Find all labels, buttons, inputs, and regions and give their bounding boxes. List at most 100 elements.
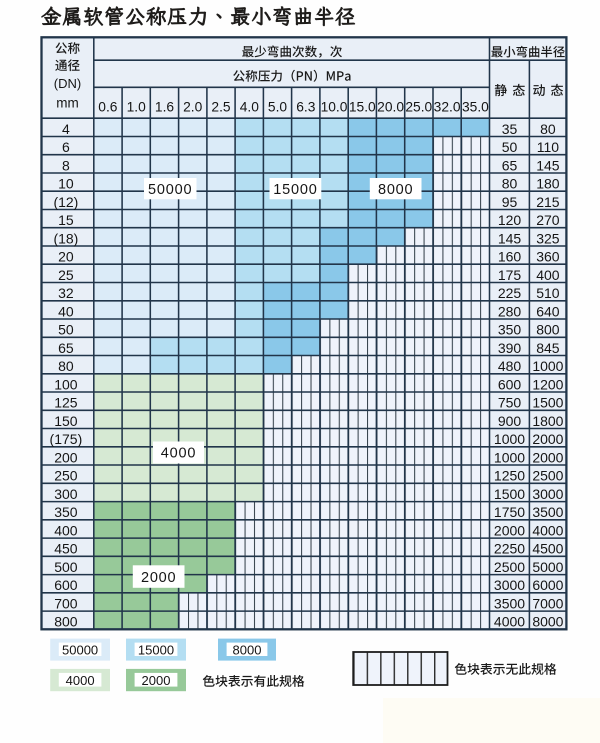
svg-text:35: 35 — [502, 121, 518, 137]
svg-text:15: 15 — [58, 212, 74, 228]
svg-text:50000: 50000 — [148, 182, 192, 198]
svg-text:1000: 1000 — [494, 449, 525, 465]
svg-text:20.0: 20.0 — [377, 100, 404, 115]
svg-text:3500: 3500 — [532, 504, 563, 520]
svg-text:360: 360 — [536, 249, 560, 265]
svg-text:150: 150 — [54, 413, 78, 429]
svg-text:225: 225 — [498, 285, 522, 301]
svg-text:80: 80 — [502, 176, 518, 192]
svg-text:325: 325 — [536, 230, 560, 246]
svg-text:4500: 4500 — [532, 541, 563, 557]
svg-text:250: 250 — [54, 468, 78, 484]
svg-text:110: 110 — [537, 139, 560, 155]
svg-text:1500: 1500 — [494, 486, 525, 502]
svg-text:6: 6 — [62, 139, 70, 155]
svg-text:2500: 2500 — [494, 559, 525, 575]
svg-text:2.5: 2.5 — [211, 100, 231, 115]
svg-text:10: 10 — [58, 176, 74, 192]
svg-text:4000: 4000 — [161, 446, 196, 462]
svg-text:50: 50 — [58, 322, 74, 338]
svg-text:7000: 7000 — [532, 596, 563, 612]
svg-text:1750: 1750 — [494, 504, 525, 520]
svg-text:50000: 50000 — [62, 642, 98, 657]
svg-text:3500: 3500 — [494, 596, 525, 612]
svg-text:25.0: 25.0 — [405, 100, 432, 115]
svg-text:180: 180 — [536, 176, 560, 192]
svg-text:8000: 8000 — [532, 614, 563, 630]
svg-text:95: 95 — [502, 194, 518, 210]
svg-text:6.3: 6.3 — [296, 100, 316, 115]
svg-text:270: 270 — [536, 212, 560, 228]
svg-text:10.0: 10.0 — [321, 100, 348, 115]
svg-text:8: 8 — [62, 157, 70, 173]
svg-text:510: 510 — [536, 285, 560, 301]
svg-text:50: 50 — [502, 139, 518, 155]
svg-text:5000: 5000 — [532, 559, 563, 575]
svg-text:700: 700 — [54, 596, 78, 612]
svg-text:mm: mm — [56, 96, 79, 111]
svg-text:6000: 6000 — [532, 577, 563, 593]
svg-text:750: 750 — [498, 395, 522, 411]
svg-text:120: 120 — [498, 212, 522, 228]
svg-text:1800: 1800 — [532, 413, 563, 429]
svg-text:280: 280 — [498, 303, 522, 319]
svg-text:(DN): (DN) — [54, 76, 81, 91]
svg-text:600: 600 — [54, 577, 78, 593]
svg-text:145: 145 — [536, 157, 560, 173]
svg-text:2000: 2000 — [532, 449, 563, 465]
svg-text:900: 900 — [498, 413, 522, 429]
svg-text:32.0: 32.0 — [434, 100, 461, 115]
svg-text:390: 390 — [498, 340, 522, 356]
svg-text:15.0: 15.0 — [349, 100, 376, 115]
svg-text:2500: 2500 — [532, 468, 563, 484]
svg-text:145: 145 — [498, 230, 522, 246]
svg-text:350: 350 — [498, 322, 522, 338]
svg-text:(175): (175) — [50, 431, 83, 447]
svg-text:1000: 1000 — [532, 358, 563, 374]
svg-text:2.0: 2.0 — [183, 100, 203, 115]
svg-text:35.0: 35.0 — [462, 100, 489, 115]
svg-text:1500: 1500 — [532, 395, 563, 411]
svg-text:80: 80 — [58, 358, 74, 374]
svg-text:2250: 2250 — [494, 541, 525, 557]
svg-text:3000: 3000 — [532, 486, 563, 502]
svg-text:65: 65 — [502, 157, 518, 173]
svg-text:1.6: 1.6 — [155, 100, 175, 115]
svg-text:15000: 15000 — [138, 642, 174, 657]
svg-text:400: 400 — [536, 267, 560, 283]
svg-text:640: 640 — [536, 303, 560, 319]
svg-text:3000: 3000 — [494, 577, 525, 593]
svg-text:2000: 2000 — [494, 523, 525, 539]
svg-text:450: 450 — [54, 541, 78, 557]
svg-text:1000: 1000 — [494, 431, 525, 447]
svg-text:600: 600 — [498, 376, 522, 392]
svg-text:480: 480 — [498, 358, 522, 374]
svg-text:2000: 2000 — [141, 570, 176, 586]
svg-text:15000: 15000 — [273, 182, 317, 198]
svg-text:175: 175 — [498, 267, 522, 283]
svg-text:5.0: 5.0 — [268, 100, 288, 115]
svg-text:4: 4 — [62, 121, 70, 137]
svg-text:80: 80 — [540, 121, 556, 137]
svg-text:4000: 4000 — [66, 673, 95, 688]
svg-text:2000: 2000 — [142, 673, 171, 688]
svg-text:32: 32 — [58, 285, 74, 301]
svg-text:4000: 4000 — [532, 523, 563, 539]
svg-text:1.0: 1.0 — [127, 100, 147, 115]
svg-text:215: 215 — [536, 194, 560, 210]
svg-text:4.0: 4.0 — [240, 100, 260, 115]
svg-text:500: 500 — [54, 559, 78, 575]
svg-text:400: 400 — [54, 523, 78, 539]
svg-text:350: 350 — [54, 504, 78, 520]
svg-text:25: 25 — [58, 267, 74, 283]
svg-text:300: 300 — [54, 486, 78, 502]
svg-text:2000: 2000 — [532, 431, 563, 447]
svg-text:8000: 8000 — [378, 182, 413, 198]
svg-text:65: 65 — [58, 340, 74, 356]
svg-text:(12): (12) — [53, 194, 78, 210]
svg-text:40: 40 — [58, 303, 74, 319]
svg-text:20: 20 — [58, 249, 74, 265]
svg-text:100: 100 — [54, 376, 78, 392]
svg-text:0.6: 0.6 — [98, 100, 118, 115]
svg-text:(18): (18) — [53, 230, 78, 246]
